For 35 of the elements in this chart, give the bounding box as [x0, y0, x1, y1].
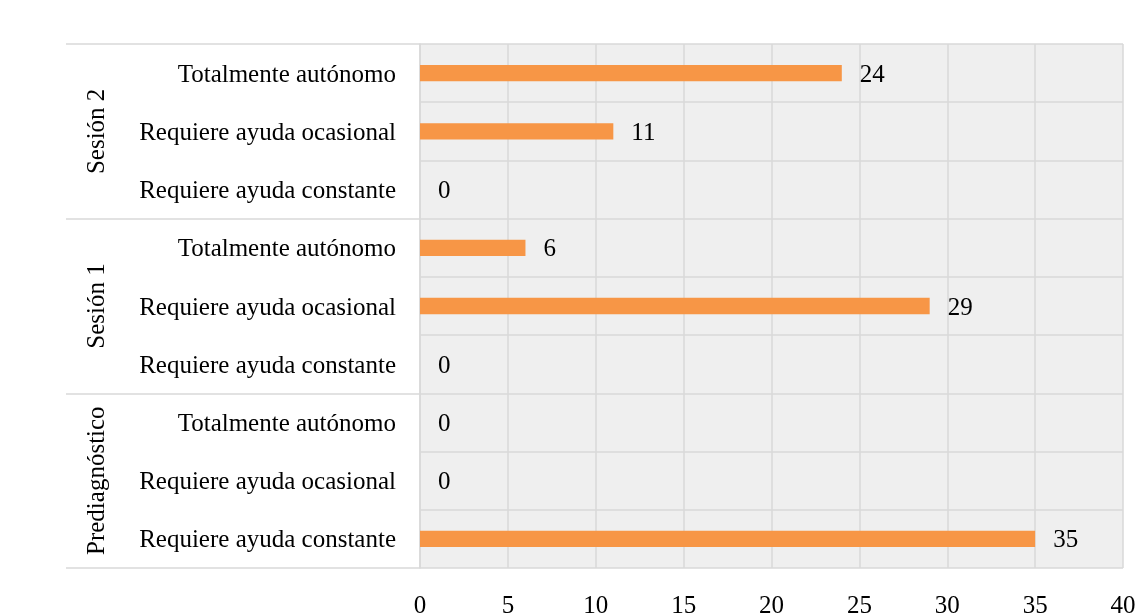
data-label: 0 — [438, 176, 451, 204]
x-tick-label: 15 — [671, 591, 697, 614]
bar — [420, 239, 526, 256]
bar — [420, 297, 930, 315]
x-tick-label: 25 — [846, 591, 872, 614]
data-label: 6 — [543, 234, 556, 262]
y-tick-label: Requiere ayuda constante — [139, 176, 396, 204]
bar — [420, 64, 842, 82]
y-tick-label: Totalmente autónomo — [177, 234, 396, 262]
y-tick-label: Requiere ayuda ocasional — [139, 292, 397, 320]
x-tick-label: 20 — [759, 591, 784, 614]
text: Sesión 2 — [82, 88, 109, 175]
data-label: 0 — [438, 350, 451, 378]
data-label: 35 — [1053, 525, 1079, 553]
data-label: 29 — [947, 292, 973, 320]
y-tick-label: Requiere ayuda constante — [139, 525, 396, 553]
x-tick-label: 35 — [1022, 591, 1048, 614]
y-tick-label: Totalmente autónomo — [177, 59, 396, 87]
text: Sesión 1 — [82, 263, 109, 349]
y-tick-label: Requiere ayuda ocasional — [139, 467, 397, 495]
x-tick-label: 40 — [1110, 591, 1136, 614]
x-tick-label: 10 — [583, 591, 609, 614]
data-label: 11 — [631, 117, 656, 145]
x-tick-label: 0 — [413, 591, 427, 614]
bar — [420, 123, 614, 140]
y-tick-label: Requiere ayuda constante — [139, 350, 396, 378]
data-label: 0 — [438, 408, 451, 436]
data-label: 24 — [859, 59, 886, 87]
x-tick-label: 5 — [501, 591, 515, 614]
y-tick-label: Requiere ayuda ocasional — [139, 117, 397, 145]
x-tick-label: 30 — [934, 591, 960, 614]
bar — [420, 530, 1036, 548]
data-label: 0 — [438, 467, 451, 495]
y-tick-label: Totalmente autónomo — [177, 408, 396, 436]
text: Prediagnóstico — [82, 406, 109, 555]
